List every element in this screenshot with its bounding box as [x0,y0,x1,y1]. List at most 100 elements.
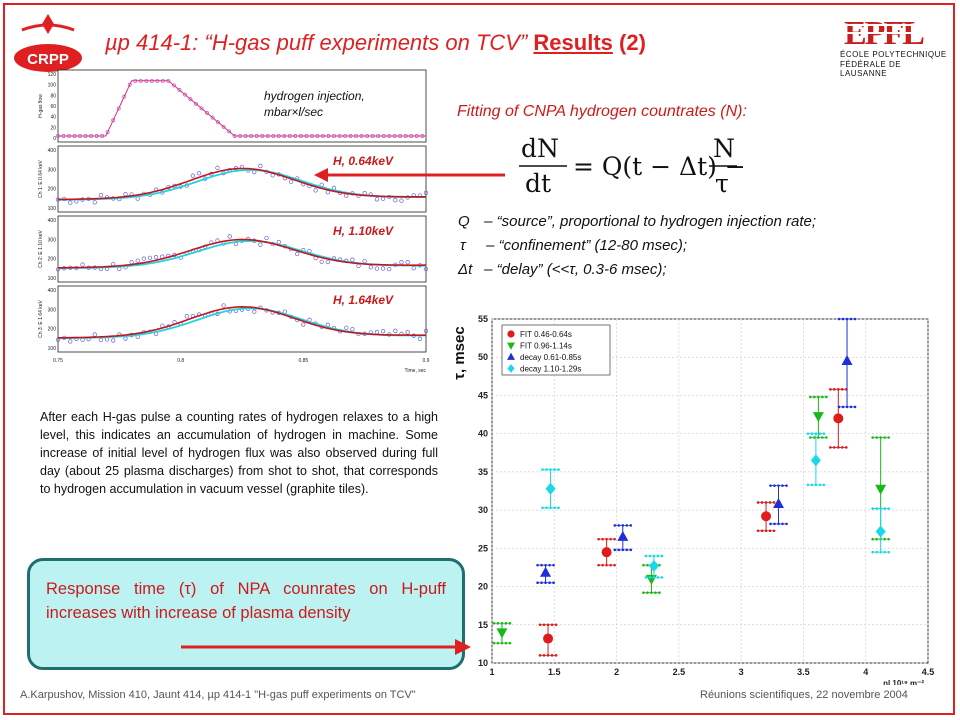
error-cap-dot [822,483,826,487]
error-cap-dot [845,446,848,449]
x-axis-label: nl 10¹⁹ m⁻² [883,679,924,685]
legend-label: FIT 0.96-1.14s [520,342,572,351]
error-cap-dot [814,432,818,435]
error-cap-dot [772,529,776,533]
error-cap-dot [652,554,656,558]
y-tick-label: 10 [478,658,488,668]
footer-right: Réunions scientifiques, 22 novembre 2004 [700,689,908,701]
y-tick-label: 20 [478,582,488,592]
error-cap-dot [883,436,886,439]
epfl-logo-text: EPFL [844,15,924,48]
error-cap-dot [814,483,818,487]
crpp-logo: CRPP [14,14,82,72]
error-cap-dot [658,591,661,594]
data-point [773,497,785,508]
fit-trace [58,238,427,269]
error-cap-dot [550,654,554,657]
flow-point [188,97,193,102]
count-point [111,338,116,343]
fit-equation: dN dt = Q(t − Δt) − N τ [519,134,745,198]
error-cap-dot [646,563,649,567]
error-cap-dot [621,548,625,552]
trace-panel-tick: 200 [48,187,57,193]
trace-panel-tick: 300 [48,167,57,173]
callout-box: Response time (τ) of NPA counrates on H-… [27,558,465,670]
error-cap-dot [825,436,828,439]
error-cap-dot [652,576,656,579]
epfl-logo: EPFL ÉCOLE POLYTECHNIQUE FÉDÉRALE DE LAU… [840,14,950,78]
error-cap-dot [496,641,500,645]
error-cap-dot [785,484,788,487]
error-cap-dot [548,563,551,567]
flow-point [221,124,226,129]
error-cap-dot [829,446,832,449]
data-point [875,525,886,538]
count-point [147,255,153,261]
svg-text:N: N [713,134,735,163]
error-cap-dot [810,432,814,435]
error-cap-dot [492,621,496,625]
count-point [252,309,257,314]
count-point [368,265,373,270]
count-point [141,256,147,261]
error-cap-dot [542,654,546,657]
count-point [350,257,355,262]
error-cap-dot [656,576,660,579]
flow-point [177,88,182,92]
error-cap-dot [810,483,814,487]
trace-panel-tick: 100 [48,83,57,89]
error-cap-dot [609,537,612,541]
svg-text:dt: dt [525,169,551,198]
error-cap-dot [548,581,551,585]
fit-trace [57,167,426,201]
error-cap-dot [536,581,539,585]
time-tick: 0.8 [177,358,184,364]
count-point [313,188,318,193]
tau-vs-density-contents: 1 1.5 2 2.5 3 3.5 4 4.5 10 15 20 25 30 35 40 45 50 55 τ, m… [451,314,934,685]
count-point [227,234,232,239]
error-cap-dot [883,507,886,510]
error-cap-dot [837,317,841,321]
trace-panel-ylabel: H-gas flow [38,94,44,118]
count-point [295,251,300,257]
error-cap-dot [492,641,496,645]
y-tick-label: 45 [478,390,488,400]
injection-label: hydrogen injection, mbar×l/sec [264,88,365,120]
error-cap-dot [875,550,878,554]
count-point [258,242,263,247]
error-cap-dot [785,522,788,526]
callout-text: Response time (τ) of NPA counrates on H-… [46,580,446,622]
flow-point [122,94,127,99]
error-cap-dot [605,563,608,567]
error-cap-dot [837,388,840,391]
x-tick-label: 1 [489,667,494,677]
error-cap-dot [553,506,556,510]
channel-label-1: H, 0.64keV [333,154,394,168]
error-cap-dot [660,576,664,579]
error-cap-dot [601,537,604,541]
error-cap-dot [536,563,539,567]
count-point [98,193,104,198]
count-point [319,259,324,264]
count-point [411,266,416,271]
flow-point [210,115,215,120]
y-tick-label: 55 [478,314,488,324]
error-cap-dot [887,436,890,439]
count-point [423,266,429,272]
flow-point [194,101,198,106]
count-point [92,200,97,205]
legend-label: decay 1.10-1.29s [520,365,581,374]
data-point [761,511,772,522]
count-point [153,254,159,260]
legend-marker [507,342,515,350]
channel-label-3: H, 1.64keV [333,293,394,307]
error-cap-dot [552,581,555,585]
error-cap-dot [825,395,828,399]
error-cap-dot [875,436,878,439]
fit-trace [58,305,427,339]
count-point [68,200,73,205]
error-cap-dot [887,507,890,510]
def-row: Q – “source”, proportional to hydrogen i… [458,210,816,234]
count-point [184,314,189,319]
title-number: (2) [619,30,646,55]
